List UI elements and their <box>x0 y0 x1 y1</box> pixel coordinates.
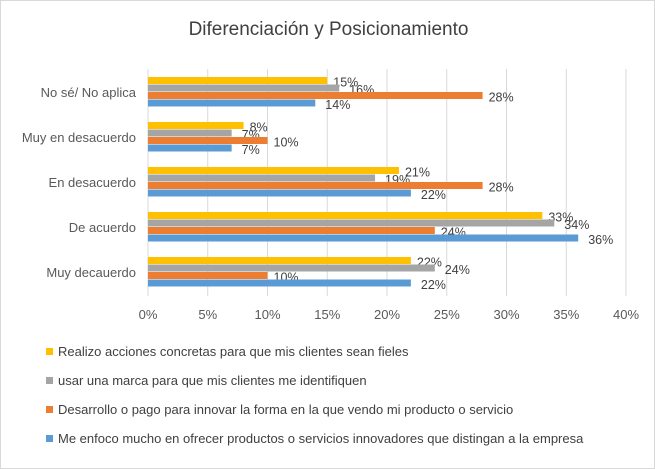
data-label: 24% <box>445 263 470 277</box>
data-label: 21% <box>405 166 430 180</box>
legend-swatch <box>46 406 53 413</box>
bar <box>148 219 555 227</box>
bar <box>148 272 268 279</box>
x-tick-label: 10% <box>254 307 280 322</box>
bar <box>148 77 328 84</box>
bar <box>148 99 316 107</box>
bar <box>148 234 579 242</box>
legend-item: usar una marca para que mis clientes me … <box>46 373 367 388</box>
data-label: 8% <box>250 121 268 135</box>
category-label: De acuerdo <box>69 220 136 235</box>
legend-item: Desarrollo o pago para innovar la forma … <box>46 402 513 417</box>
bar <box>148 174 376 182</box>
legend-swatch <box>46 377 53 384</box>
x-tick-label: 0% <box>139 307 158 322</box>
data-label: 22% <box>421 188 446 202</box>
bar <box>148 122 244 129</box>
x-tick-label: 25% <box>434 307 460 322</box>
bar <box>148 279 411 287</box>
data-label: 36% <box>588 233 613 247</box>
legend-item: Realizo acciones concretas para que mis … <box>46 344 408 359</box>
bar <box>148 212 543 219</box>
bar <box>148 92 483 99</box>
category-label: No sé/ No aplica <box>41 85 137 100</box>
legend-swatch <box>46 435 53 442</box>
data-label: 28% <box>489 181 514 195</box>
bar <box>148 257 411 264</box>
category-label: Muy en desacuerdo <box>22 130 136 145</box>
legend-label: Realizo acciones concretas para que mis … <box>58 344 409 359</box>
bar <box>148 227 435 234</box>
bar <box>148 167 399 174</box>
data-label: 34% <box>564 218 589 232</box>
x-tick-label: 15% <box>314 307 340 322</box>
x-tick-label: 5% <box>198 307 217 322</box>
x-tick-label: 40% <box>613 307 639 322</box>
bar <box>148 189 411 197</box>
chart-title: Diferenciación y Posicionamiento <box>188 19 469 40</box>
bar <box>148 144 232 152</box>
data-label: 14% <box>325 98 350 112</box>
legend-label: Me enfoco mucho en ofrecer productos o s… <box>58 431 584 446</box>
data-label: 28% <box>489 91 514 105</box>
legend-label: Desarrollo o pago para innovar la forma … <box>58 402 514 417</box>
legend-label: usar una marca para que mis clientes me … <box>58 373 367 388</box>
legend-item: Me enfoco mucho en ofrecer productos o s… <box>46 431 583 446</box>
x-tick-label: 35% <box>553 307 579 322</box>
category-label: Muy decauerdo <box>46 265 136 280</box>
data-label: 15% <box>333 76 358 90</box>
data-label: 7% <box>242 143 260 157</box>
legend-swatch <box>46 348 53 355</box>
bar <box>148 182 483 189</box>
data-label: 10% <box>274 136 299 150</box>
bar <box>148 84 340 92</box>
category-label: En desacuerdo <box>49 175 136 190</box>
bar <box>148 129 232 137</box>
data-label: 33% <box>548 211 573 225</box>
data-label: 22% <box>421 278 446 292</box>
bar <box>148 264 435 272</box>
bar <box>148 137 268 144</box>
x-tick-label: 30% <box>493 307 519 322</box>
x-tick-label: 20% <box>374 307 400 322</box>
